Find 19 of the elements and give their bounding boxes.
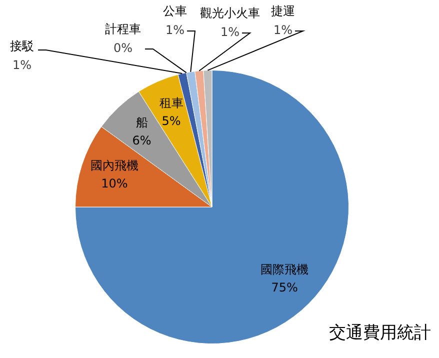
slice-label: 國內飛機 <box>90 158 138 172</box>
text: 交通費用統計 <box>329 322 431 344</box>
slice-label: 國際飛機 <box>260 262 309 277</box>
data-label: 5% <box>162 114 181 128</box>
slice-label: 捷運 <box>271 4 295 18</box>
data-label: 75% <box>271 280 298 295</box>
slice-label: 公車 <box>163 4 187 18</box>
text: 0% <box>113 41 133 56</box>
slice-label: 接駁 <box>10 39 34 54</box>
slice-label: 租車 <box>159 96 184 110</box>
category-label: 計程車 <box>105 22 141 36</box>
data-label: 1% <box>165 23 185 38</box>
data-label: 10% <box>101 176 128 190</box>
data-label: 1% <box>220 25 240 40</box>
data-label: 1% <box>12 58 32 72</box>
slice-label: 觀光小火車 <box>200 6 260 20</box>
data-label: 6% <box>132 133 152 148</box>
data-label: 1% <box>273 23 293 38</box>
slice-label: 船 <box>136 115 148 130</box>
